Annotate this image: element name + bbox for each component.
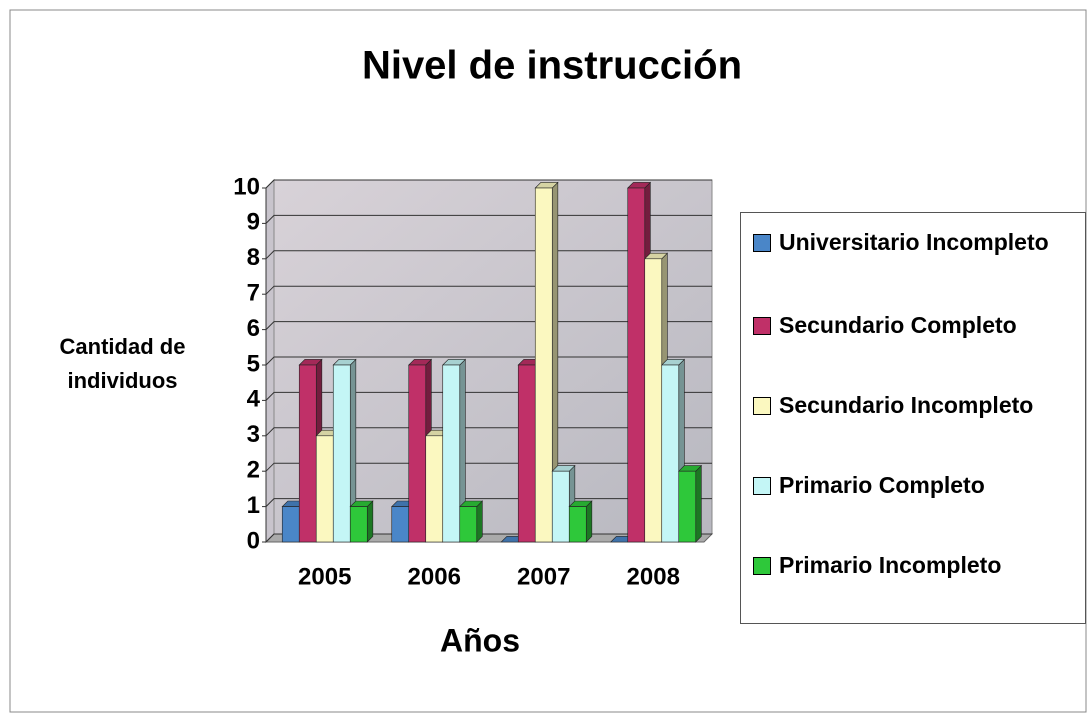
bar-side <box>585 500 593 543</box>
grid-line <box>265 356 712 366</box>
y-tick-label: 7 <box>247 280 260 307</box>
bar <box>425 435 444 543</box>
y-tick-label: 8 <box>247 244 260 271</box>
y-tick-label: 3 <box>247 421 260 448</box>
grid-line <box>265 462 712 472</box>
bar-side <box>476 500 483 543</box>
legend-label: Primario Completo <box>779 472 985 498</box>
legend-swatch <box>753 234 771 252</box>
legend-item: Primario Incompleto <box>753 548 1088 582</box>
legend-swatch <box>753 397 771 415</box>
bar <box>534 187 553 543</box>
legend-label: Secundario Completo <box>779 312 1017 338</box>
legend-label: Primario Incompleto <box>779 552 1002 578</box>
legend-swatch <box>753 477 771 495</box>
y-tick-label: 0 <box>247 527 260 554</box>
y-tick-label: 5 <box>247 350 260 377</box>
bar <box>459 506 478 543</box>
bar <box>315 435 334 543</box>
y-tick-label: 4 <box>247 386 261 413</box>
legend-swatch <box>753 317 771 335</box>
grid-line <box>265 321 712 330</box>
legend-item: Secundario Completo <box>753 308 1088 342</box>
grid-line <box>265 214 712 224</box>
frame <box>9 9 1087 713</box>
y-tick-label: 10 <box>233 173 260 200</box>
bar-side <box>695 464 702 543</box>
x-axis-title: Años <box>440 622 520 658</box>
bar <box>568 506 587 543</box>
y-axis-title: Cantidad de individuos <box>59 334 186 393</box>
bar <box>442 364 461 543</box>
legend: Universitario Incompleto Secundario Compl… <box>740 212 1086 624</box>
bar <box>661 364 680 543</box>
y-tick-label: 1 <box>247 492 260 519</box>
chart-title: Nivel de instrucción <box>362 44 742 88</box>
x-tick-label: 2007 <box>517 563 570 590</box>
x-tick-label: 2008 <box>627 563 680 590</box>
bar <box>644 258 663 543</box>
y-tick-label: 6 <box>247 315 260 342</box>
legend-item: Secundario Incompleto <box>753 388 1088 422</box>
legend-item: Primario Completo <box>753 468 1088 502</box>
x-tick-label: 2005 <box>298 563 351 590</box>
bar <box>551 470 570 543</box>
bar-side <box>366 500 374 543</box>
bar <box>391 506 410 543</box>
grid-line <box>265 285 712 295</box>
legend-label: Secundario Incompleto <box>779 392 1034 418</box>
grid-line <box>265 179 712 189</box>
bar <box>298 364 317 543</box>
legend-swatch <box>753 557 771 575</box>
grid-line <box>265 391 712 401</box>
bar <box>281 506 300 543</box>
x-tick-label: 2006 <box>408 563 461 590</box>
legend-item: Universitario Incompleto <box>753 225 1088 259</box>
grid-line <box>265 427 712 437</box>
legend-label: Universitario Incompleto <box>779 229 1049 255</box>
y-tick-label: 9 <box>247 209 260 236</box>
bar <box>678 470 697 543</box>
bar <box>408 364 427 543</box>
bar <box>349 506 368 543</box>
grid-line <box>265 250 712 260</box>
y-tick-label: 2 <box>247 457 260 484</box>
bar <box>517 364 536 543</box>
bar <box>332 364 351 543</box>
bar <box>627 187 646 543</box>
